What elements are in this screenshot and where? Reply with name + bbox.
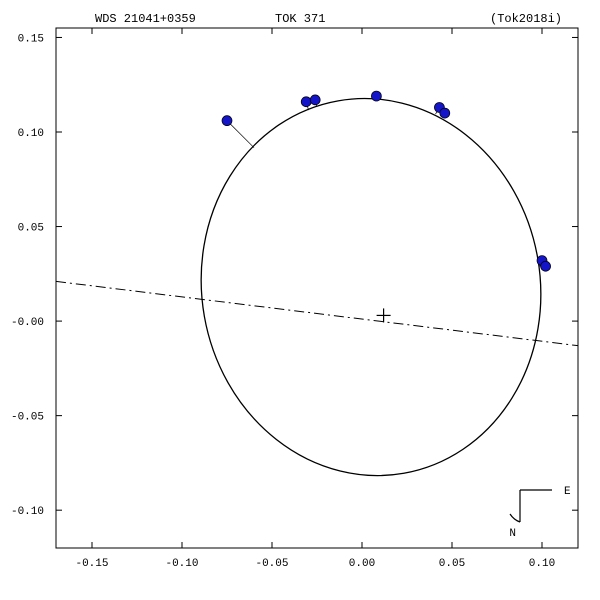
- ytick-label: 0.15: [18, 33, 44, 45]
- header-wds: WDS 21041+0359: [95, 12, 196, 26]
- header-ref: (Tok2018i): [490, 12, 562, 26]
- xtick-label: -0.10: [165, 558, 198, 570]
- ytick-label: 0.10: [18, 128, 44, 140]
- xtick-label: 0.10: [529, 558, 555, 570]
- observation-point: [222, 116, 232, 126]
- observation-point: [541, 261, 551, 271]
- ytick-label: 0.05: [18, 223, 44, 235]
- xtick-label: 0.05: [439, 558, 465, 570]
- xtick-label: -0.15: [75, 558, 108, 570]
- ytick-label: -0.05: [11, 412, 44, 424]
- ytick-label: -0.10: [11, 506, 44, 518]
- xtick-label: 0.00: [349, 558, 375, 570]
- observation-point: [310, 95, 320, 105]
- header-name: TOK 371: [275, 12, 325, 26]
- ytick-label: -0.00: [11, 317, 44, 329]
- observation-point: [440, 108, 450, 118]
- compass-e-label: E: [564, 486, 571, 498]
- observation-point: [301, 97, 311, 107]
- orbit-plot: WDS 21041+0359 TOK 371 (Tok2018i) -0.15 -0.1…: [0, 0, 600, 600]
- background: [0, 0, 600, 600]
- observation-point: [371, 91, 381, 101]
- compass-n-label: N: [509, 528, 516, 540]
- xtick-label: -0.05: [255, 558, 288, 570]
